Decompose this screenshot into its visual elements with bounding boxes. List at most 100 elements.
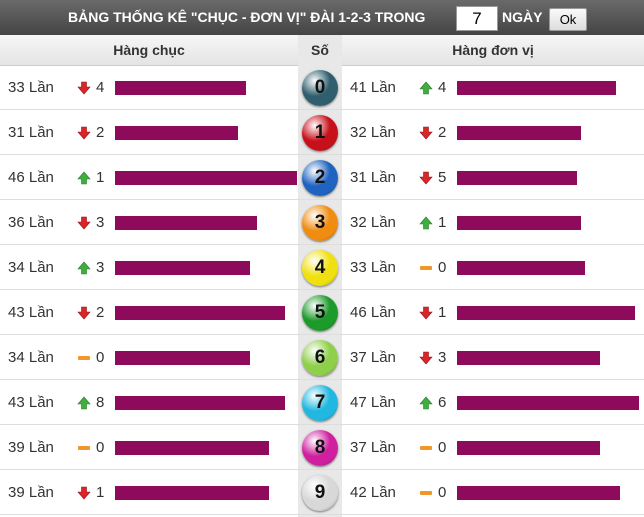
digit-ball: 4 xyxy=(302,249,338,286)
count-bar xyxy=(115,260,250,275)
units-header: Hàng đơn vị xyxy=(452,42,534,58)
row-divider xyxy=(0,514,644,515)
count-label: 31 Lần xyxy=(350,168,396,186)
title: BẢNG THỐNG KÊ "CHỤC - ĐƠN VỊ" ĐÀI 1-2-3 … xyxy=(68,9,426,25)
days-input[interactable]: 7 xyxy=(456,6,498,31)
change-value: 5 xyxy=(438,168,447,186)
change-value: 3 xyxy=(438,348,447,366)
count-bar xyxy=(115,125,238,140)
row-divider xyxy=(0,244,644,245)
digit-ball: 9 xyxy=(302,474,338,511)
change-value: 8 xyxy=(96,393,105,411)
change-value: 1 xyxy=(96,483,105,501)
count-bar xyxy=(115,305,286,320)
change-value: 1 xyxy=(96,168,105,186)
trend-icon xyxy=(77,171,91,185)
trend-icon xyxy=(77,486,91,500)
count-bar xyxy=(457,440,601,455)
count-bar xyxy=(115,170,297,185)
change-value: 2 xyxy=(438,123,447,141)
days-label: NGÀY xyxy=(502,9,543,25)
change-value: 3 xyxy=(96,258,105,276)
count-label: 37 Lần xyxy=(350,348,396,366)
digit-ball: 5 xyxy=(302,294,338,331)
count-label: 36 Lần xyxy=(8,213,54,231)
count-label: 37 Lần xyxy=(350,438,396,456)
trend-icon xyxy=(419,396,433,410)
trend-icon xyxy=(419,261,433,275)
change-value: 2 xyxy=(96,123,105,141)
row-divider xyxy=(0,424,644,425)
count-bar xyxy=(115,350,250,365)
count-label: 41 Lần xyxy=(350,78,396,96)
count-label: 32 Lần xyxy=(350,213,396,231)
count-bar xyxy=(457,80,616,95)
change-value: 0 xyxy=(438,258,447,276)
count-label: 43 Lần xyxy=(8,303,54,321)
trend-icon xyxy=(77,351,91,365)
change-value: 4 xyxy=(96,78,105,96)
count-label: 32 Lần xyxy=(350,123,396,141)
count-label: 34 Lần xyxy=(8,258,54,276)
row-divider xyxy=(0,154,644,155)
trend-icon xyxy=(419,441,433,455)
trend-icon xyxy=(77,126,91,140)
count-bar xyxy=(115,80,246,95)
count-label: 43 Lần xyxy=(8,393,54,411)
count-bar xyxy=(115,395,286,410)
count-label: 39 Lần xyxy=(8,438,54,456)
count-bar xyxy=(115,215,258,230)
trend-icon xyxy=(419,126,433,140)
change-value: 0 xyxy=(438,438,447,456)
change-value: 1 xyxy=(438,303,447,321)
row-divider xyxy=(0,109,644,110)
change-value: 1 xyxy=(438,213,447,231)
trend-icon xyxy=(77,261,91,275)
digit-ball: 0 xyxy=(302,69,338,106)
digit-ball: 7 xyxy=(302,384,338,421)
count-bar xyxy=(457,170,578,185)
count-label: 42 Lần xyxy=(350,483,396,501)
change-value: 0 xyxy=(96,438,105,456)
count-label: 47 Lần xyxy=(350,393,396,411)
count-label: 39 Lần xyxy=(8,483,54,501)
count-bar xyxy=(457,305,636,320)
change-value: 0 xyxy=(96,348,105,366)
count-bar xyxy=(115,440,270,455)
digit-ball: 2 xyxy=(302,159,338,196)
count-bar xyxy=(457,485,620,500)
trend-icon xyxy=(77,306,91,320)
trend-icon xyxy=(77,441,91,455)
digit-ball: 8 xyxy=(302,429,338,466)
header-bar xyxy=(0,0,644,35)
change-value: 3 xyxy=(96,213,105,231)
count-label: 33 Lần xyxy=(350,258,396,276)
change-value: 6 xyxy=(438,393,447,411)
row-divider xyxy=(0,289,644,290)
count-bar xyxy=(457,350,601,365)
trend-icon xyxy=(419,81,433,95)
row-divider xyxy=(0,334,644,335)
row-divider xyxy=(0,199,644,200)
change-value: 4 xyxy=(438,78,447,96)
change-value: 2 xyxy=(96,303,105,321)
count-bar xyxy=(457,395,639,410)
count-label: 46 Lần xyxy=(8,168,54,186)
count-bar xyxy=(457,215,581,230)
trend-icon xyxy=(77,396,91,410)
digit-header: Số xyxy=(311,42,329,58)
ok-button[interactable]: Ok xyxy=(549,8,587,31)
count-bar xyxy=(457,125,581,140)
digit-ball: 6 xyxy=(302,339,338,376)
trend-icon xyxy=(419,486,433,500)
row-divider xyxy=(0,469,644,470)
count-bar xyxy=(115,485,270,500)
count-label: 46 Lần xyxy=(350,303,396,321)
count-label: 33 Lần xyxy=(8,78,54,96)
trend-icon xyxy=(419,306,433,320)
change-value: 0 xyxy=(438,483,447,501)
trend-icon xyxy=(419,171,433,185)
digit-ball: 1 xyxy=(302,114,338,151)
trend-icon xyxy=(419,216,433,230)
